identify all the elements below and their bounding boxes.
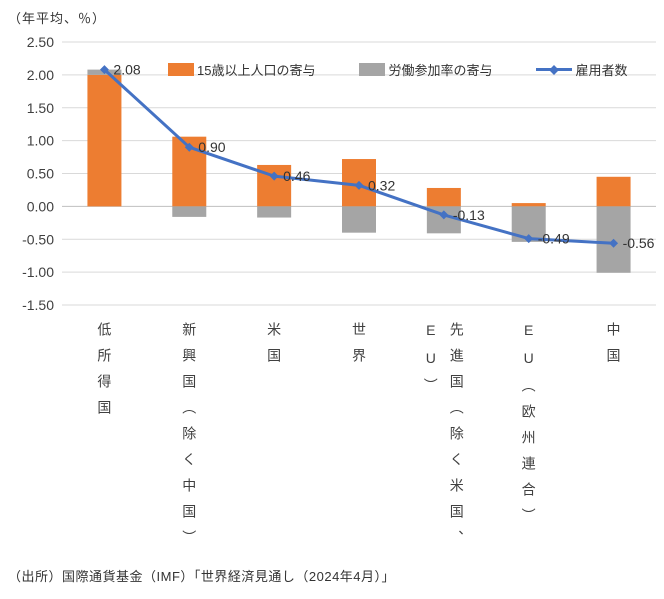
category-slot: 中国 [571,322,656,566]
category-slot: 新興国（除く中国） [147,322,232,566]
employment-marker [269,171,279,181]
legend: 15歳以上人口の寄与 労働参加率の寄与 雇用者数 [168,60,628,79]
data-label: 0.90 [198,139,225,155]
y-tick-label: -1.50 [22,297,54,313]
bar-population-segment [596,176,631,207]
y-tick-label: 2.00 [27,67,54,83]
data-label: 0.46 [283,168,310,184]
chart-plot: 2.50 2.00 1.50 1.00 0.50 0.00 -0.50 -1.00 -1.50 2… [22,34,656,313]
y-tick-label: 1.00 [27,133,54,149]
bar-population-segment [511,203,546,207]
bar-population-segment [426,187,461,207]
category-slot: EU（欧州連合） [486,322,571,566]
category-slot: 米国 [232,322,317,566]
employment-marker [99,65,109,75]
category-label: 中国 [605,322,622,374]
upright-char: E [520,322,537,350]
source-note: （出所）国際通貨基金（IMF）「世界経済見通し（2024年4月）」 [8,569,396,584]
legend-item-population: 15歳以上人口の寄与 [168,60,315,79]
y-tick-label: 1.50 [27,100,54,116]
upright-char: E [422,322,439,350]
orange-bar-swatch-icon [168,63,194,76]
data-label: -0.13 [453,207,485,223]
employment-marker [354,180,364,190]
category-labels: 低所得国 新興国（除く中国） 米国 世界 先進国（除く米国、EU） EU（欧州連合） 中国 [62,322,656,566]
y-tick-label: -1.00 [22,264,54,280]
y-tick-label: 2.50 [27,34,54,50]
category-slot: 世界 [317,322,402,566]
y-tick-label: 0.50 [27,166,54,182]
diamond-marker-icon [549,64,560,75]
employment-marker [439,210,449,220]
upright-char: U [422,350,439,378]
data-label: -0.49 [538,231,570,247]
y-tick-label: 0.00 [27,198,54,214]
line-diamond-swatch-icon [536,64,573,75]
category-label: 先進国（除く米国、EU） [422,322,465,556]
category-label: 米国 [266,322,283,374]
data-label: 2.08 [113,62,140,78]
bar-population-segment [87,74,122,207]
legend-label-employment: 雇用者数 [575,63,628,78]
employment-marker [184,142,194,152]
bar-participation-segment [257,206,292,218]
employment-marker [609,238,619,248]
legend-label-population: 15歳以上人口の寄与 [197,63,316,78]
legend-label-participation: 労働参加率の寄与 [388,63,493,78]
category-label: 低所得国 [96,322,113,426]
category-label: EU（欧州連合） [520,322,537,534]
gray-bar-swatch-icon [359,63,386,76]
data-label: 0.32 [368,177,395,193]
employment-marker [524,234,534,244]
data-label: -0.56 [623,235,655,251]
category-slot: 低所得国 [62,322,147,566]
axis-unit-note: （年平均、％） [8,11,107,26]
y-tick-label: -0.50 [22,231,54,247]
legend-item-employment: 雇用者数 [536,60,628,79]
category-label: 新興国（除く中国） [181,322,198,556]
legend-item-participation: 労働参加率の寄与 [359,60,492,79]
category-label: 世界 [350,322,367,374]
bar-participation-segment [342,206,376,233]
bar-participation-segment [172,206,207,217]
upright-char: U [520,350,537,378]
category-slot: 先進国（除く米国、EU） [401,322,486,566]
